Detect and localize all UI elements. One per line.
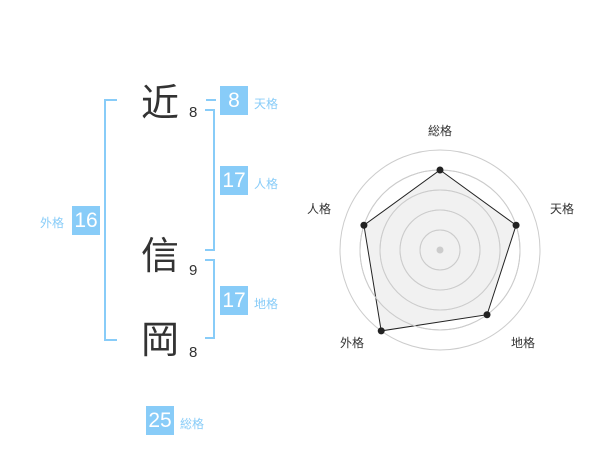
radar-inner-ring [399,209,481,291]
radar-chart [339,149,541,351]
name-char-1: 近 [141,81,180,125]
radar-inner-ring [379,189,501,311]
stroke-count-1: 8 [189,104,198,121]
jinkaku-bracket [205,109,215,251]
chikaku-value: 17 [220,286,248,315]
jinkaku-label: 人格 [254,177,279,191]
name-char-2: 信 [141,234,180,278]
radar-label-chikaku: 地格 [511,336,536,350]
radar-point-0 [436,166,444,174]
jinkaku-value: 17 [220,166,248,195]
radar-label-jinkaku: 人格 [307,202,332,216]
soukaku-value: 25 [146,406,174,435]
gaikaku-label: 外格 [40,216,65,230]
soukaku-label: 総格 [180,417,205,431]
radar-label-soukaku: 総格 [428,124,453,138]
radar-point-2 [483,311,491,319]
name-char-3: 岡 [141,318,180,362]
radar-center [436,246,444,254]
gaikaku-bracket [104,99,117,341]
tenkaku-bracket [206,99,216,101]
chikaku-bracket [205,259,215,339]
gaikaku-value: 16 [72,206,100,235]
stroke-count-3: 8 [189,344,198,361]
tenkaku-value: 8 [220,86,248,115]
radar-label-gaikaku: 外格 [340,336,365,350]
radar-point-3 [377,327,385,335]
radar-label-tenkaku: 天格 [550,202,575,216]
radar-inner-ring [419,229,461,271]
radar-point-4 [360,221,368,229]
radar-point-1 [512,221,520,229]
stroke-count-2: 9 [189,262,198,279]
chikaku-label: 地格 [254,297,279,311]
tenkaku-label: 天格 [254,97,279,111]
